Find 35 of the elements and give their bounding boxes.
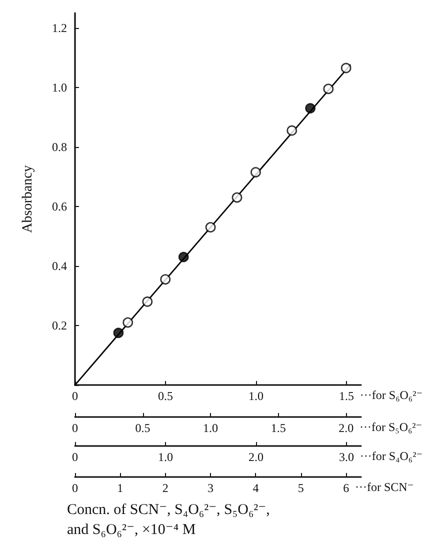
x-tick-label: 3 [208, 481, 214, 495]
y-tick-label: 1.2 [52, 20, 67, 35]
y-tick-label: 0.2 [52, 318, 67, 332]
x-axis-title: ···for S₆O₆²⁻ [360, 388, 423, 402]
x2-tick-label: 2.0 [338, 421, 354, 435]
x-tick-label: 5 [298, 481, 304, 495]
point [142, 296, 153, 307]
x-tick-label: 4 [252, 481, 259, 495]
text: Concn. of SCN⁻, S₄O₆²⁻, S₅O₆²⁻, and S₆O₆²⁻, ×10⁻⁴ M [67, 502, 274, 538]
x-axis-title: ···for S₄O₆²⁻ [360, 449, 423, 463]
point [232, 192, 242, 203]
x-tick-label: 1.0 [248, 389, 264, 403]
x-tick-label: 0 [72, 481, 78, 495]
y-tick-label: 0.8 [52, 140, 67, 154]
x-tick-label: 0.5 [158, 389, 174, 403]
y-axis-title: Absorbancy [20, 165, 36, 233]
x-tick-label: 1 [117, 481, 124, 495]
x2-tick-label: 1.5 [270, 421, 286, 435]
y-tick-label: 0.4 [52, 258, 67, 273]
x-tick-label: 3.0 [339, 450, 354, 464]
y-tick-label: 1.0 [52, 80, 67, 94]
y-tick-label: 0.6 [52, 199, 67, 214]
x-axis-title: ···for SCN⁻ [354, 480, 414, 494]
x2-axis-title: ···for S₅O₆²⁻ [359, 420, 422, 434]
x-tick-label: 6 [343, 481, 350, 495]
x-tick-label: 1.5 [339, 389, 354, 403]
x2-tick-label: 0.5 [135, 421, 150, 435]
x-tick-label: 2 [162, 481, 168, 495]
point [323, 84, 334, 94]
x2-tick-label: 1.0 [203, 421, 218, 435]
x-tick-label: 1.0 [158, 450, 174, 464]
x-tick-label: 0 [72, 450, 78, 464]
x-tick-label: 2.0 [248, 450, 264, 464]
x-tick-label: 0 [72, 389, 78, 403]
x2-tick-label: 0 [72, 421, 78, 435]
